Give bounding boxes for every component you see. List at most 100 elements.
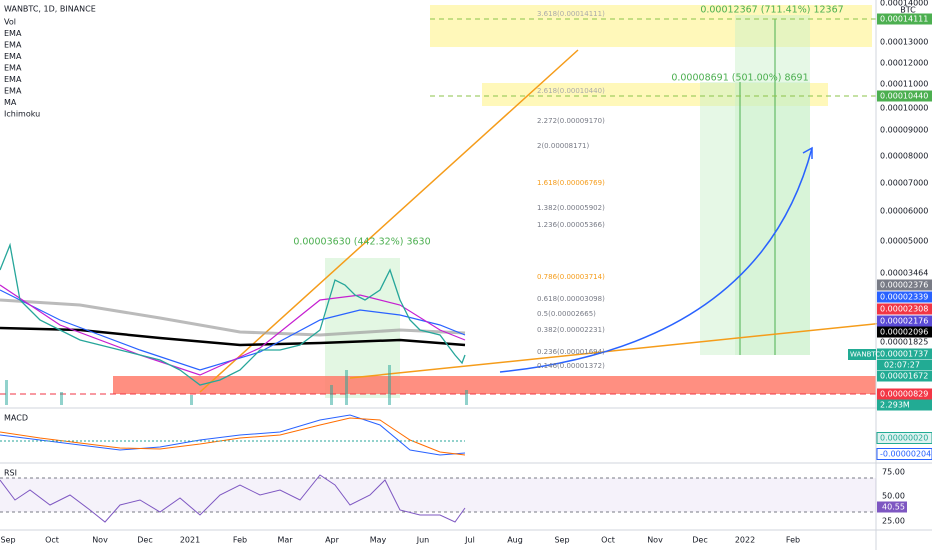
price-badge <box>877 303 932 315</box>
fib-label: 0.146(0.00001372) <box>537 362 605 370</box>
price-label: 0.00005000 <box>880 237 928 246</box>
price-badge-text: 0.00001672 <box>880 372 928 381</box>
price-badge-text: 0.00002376 <box>880 281 928 290</box>
macd-badge <box>876 448 932 460</box>
support-zone <box>113 376 876 394</box>
time-label: Feb <box>233 536 247 545</box>
price-label: 0.00009000 <box>880 126 928 135</box>
price-badge <box>877 326 932 338</box>
trend-line <box>349 317 932 379</box>
time-label: Oct <box>601 536 615 545</box>
indicator-label: Ichimoku <box>4 110 40 119</box>
time-label: Oct <box>45 536 59 545</box>
price-badge <box>877 315 932 327</box>
fib-label: 2(0.00008171) <box>537 142 589 150</box>
target-zone <box>482 83 828 106</box>
fib-label: 1.382(0.00005902) <box>537 204 605 212</box>
indicator-label: EMA <box>4 41 22 50</box>
time-label: 2021 <box>180 536 200 545</box>
ema-line <box>0 284 466 376</box>
price-badge-text: 0.00002308 <box>880 305 928 314</box>
projection-arrow <box>499 147 813 373</box>
measurement-label: 0.00003630 (442.32%) 3630 <box>293 237 430 248</box>
price-label: 0.00011000 <box>880 80 928 89</box>
ema-line <box>0 289 466 371</box>
time-label: Apr <box>325 536 340 545</box>
price-badge <box>877 388 932 400</box>
time-label: 2022 <box>735 536 755 545</box>
rsi-badge <box>877 501 907 513</box>
indicator-label: EMA <box>4 87 22 96</box>
price-badge <box>877 279 932 291</box>
countdown: 02:07:27 <box>884 361 920 370</box>
macd-label: 0.00000020 <box>880 434 928 443</box>
macd-badge <box>876 432 932 444</box>
indicator-label: MA <box>4 98 17 107</box>
price-label: 0.00007000 <box>880 179 928 188</box>
trend-line <box>199 49 579 393</box>
axis-unit: BTC <box>900 6 916 15</box>
time-label: Sep <box>0 536 15 545</box>
projection-box <box>700 82 810 355</box>
time-label: Dec <box>137 536 152 545</box>
price-badge <box>877 399 932 411</box>
rsi-band <box>0 478 876 512</box>
rsi-label: 75.00 <box>882 468 905 477</box>
price-line <box>0 242 466 386</box>
price-badge-text: 0.00014111 <box>880 15 928 24</box>
price-badge-text: 0.00000829 <box>880 390 928 399</box>
time-label: Feb <box>786 536 800 545</box>
macd-label: -0.00000204 <box>880 450 931 459</box>
fib-label: 2.272(0.00009170) <box>537 117 605 125</box>
countdown-bg <box>877 360 932 370</box>
fib-label: 0.382(0.00002231) <box>537 326 605 334</box>
price-label: 0.00003464 <box>880 269 928 278</box>
rsi-line <box>0 474 466 523</box>
price-badge-text: 2.293M <box>880 401 910 410</box>
symbol-tag <box>848 349 876 360</box>
rsi-label: 25.00 <box>882 517 905 526</box>
price-badge-text: 0.00002339 <box>880 293 928 302</box>
symbol-title: WANBTC, 1D, BINANCE <box>4 5 96 14</box>
time-label: Dec <box>692 536 707 545</box>
price-label: 0.00008000 <box>880 152 928 161</box>
time-label: Nov <box>92 536 108 545</box>
price-badge-text: 0.00002096 <box>880 328 928 337</box>
target-zone <box>430 5 872 47</box>
indicator-label: EMA <box>4 29 22 38</box>
ma-line <box>0 298 466 337</box>
time-label: Jun <box>416 536 430 545</box>
price-label: 0.00001825 <box>880 338 928 347</box>
time-label: Mar <box>277 536 293 545</box>
fib-label: 0.5(0.00002665) <box>537 310 596 318</box>
projection-box <box>735 15 810 355</box>
fib-label: 1.236(0.00005366) <box>537 221 605 229</box>
indicator-label: EMA <box>4 75 22 84</box>
price-label: 0.00013000 <box>880 38 928 47</box>
volume <box>5 365 468 405</box>
price-badge <box>877 370 932 382</box>
price-badge-text: 0.00001737 <box>880 350 928 359</box>
indicator-label: Vol <box>4 18 16 27</box>
pane-title: RSI <box>4 469 17 478</box>
measurement-label: 0.00008691 (501.00%) 8691 <box>671 73 808 84</box>
price-label: 0.00006000 <box>880 207 928 216</box>
arrow-head <box>802 146 813 159</box>
symbol-tag-text: WANBTC <box>850 351 880 359</box>
fib-label: 0.236(0.00001694) <box>537 348 605 356</box>
macd-line <box>0 414 466 456</box>
time-label: Aug <box>507 536 523 545</box>
price-badge-text: 0.00010440 <box>880 92 928 101</box>
rsi-label: 40.55 <box>882 503 905 512</box>
fib-label: 3.618(0.00014111) <box>537 10 605 18</box>
fib-label: 0.786(0.00003714) <box>537 273 605 281</box>
time-label: Jul <box>464 536 475 545</box>
time-label: Sep <box>554 536 569 545</box>
signal-line <box>0 417 466 456</box>
fib-label: 1.618(0.00006769) <box>537 179 605 187</box>
time-label: May <box>370 536 387 545</box>
price-badge-text: 0.00002176 <box>880 317 928 326</box>
time-label: Nov <box>647 536 663 545</box>
price-label: 0.00010000 <box>880 104 928 113</box>
